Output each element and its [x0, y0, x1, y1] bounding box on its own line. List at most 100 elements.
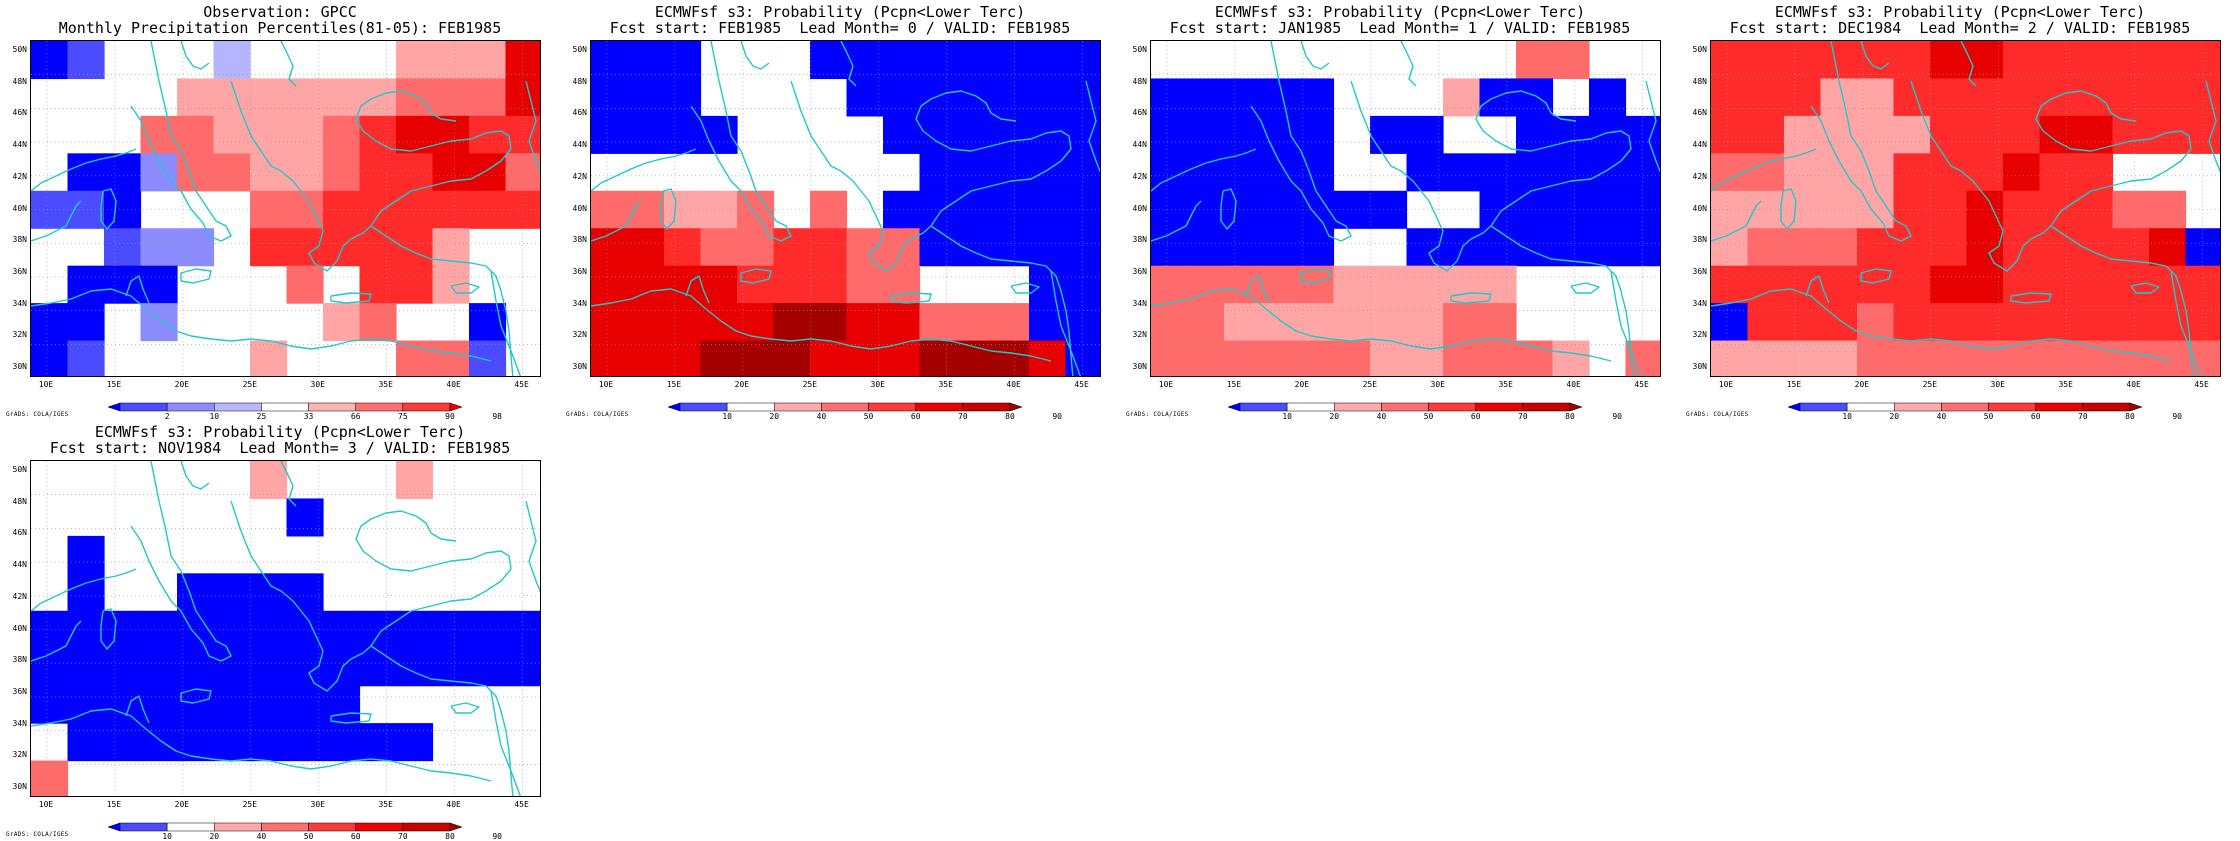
- colorbar-swatch: [962, 402, 1011, 412]
- grid-cell: [956, 340, 994, 376]
- lat-tick-label: 30N: [572, 362, 587, 371]
- grid-cell: [1187, 115, 1225, 154]
- lat-tick-label: 36N: [1692, 266, 1707, 276]
- grid-cell: [773, 303, 811, 342]
- grid-cell: [1224, 228, 1262, 267]
- coastline: [840, 41, 857, 87]
- coastline: [280, 41, 297, 87]
- grid-cell: [2149, 340, 2187, 376]
- grid-cell: [2076, 115, 2114, 154]
- coastline: [660, 188, 677, 230]
- grid-cell: [2076, 78, 2114, 117]
- coastline: [1050, 270, 1082, 376]
- grid-cell: [1784, 153, 1822, 192]
- grid-cell: [213, 573, 251, 612]
- lon-tick-label: 45E: [1074, 380, 1089, 389]
- grid-cell: [250, 685, 288, 724]
- colorbar-swatch: [402, 402, 451, 412]
- grid-cell: [2185, 78, 2220, 117]
- colorbar-label: 70: [958, 412, 968, 421]
- lon-tick-label: 15E: [1226, 380, 1242, 389]
- grid-cell: [773, 340, 811, 376]
- lat-tick-label: 46N: [12, 528, 27, 538]
- lon-tick-label: 35E: [2058, 380, 2073, 389]
- grid-cell: [810, 265, 848, 304]
- grid-cell: [396, 78, 434, 117]
- grid-cell: [1784, 228, 1822, 267]
- grid-cell: [919, 340, 957, 376]
- grid-cell: [323, 115, 361, 154]
- colorbar-swatch: [1846, 402, 1895, 412]
- coastline: [1780, 188, 1797, 230]
- lat-tick-label: 30N: [12, 782, 27, 791]
- colorbar-swatch: [1894, 402, 1942, 412]
- lat-tick-label: 34N: [572, 298, 587, 308]
- grid-cell: [591, 265, 629, 304]
- colorbar-svg: [1227, 402, 1583, 412]
- lon-tick-label: 20E: [1854, 380, 1870, 389]
- lat-tick-label: 42N: [1132, 171, 1147, 181]
- colorbar-label: 90: [492, 832, 502, 841]
- grid-cell: [846, 41, 884, 80]
- coastline: [1805, 275, 1830, 304]
- grid-cell: [1747, 228, 1785, 267]
- grid-cell: [396, 461, 434, 500]
- grid-cell: [323, 153, 361, 192]
- grid-cell: [505, 41, 540, 80]
- grid-cell: [250, 153, 288, 192]
- grid-cell: [1065, 41, 1100, 80]
- grid-cell: [1966, 265, 2004, 304]
- grid-cell: [1029, 265, 1067, 304]
- grid-cell: [1930, 265, 1968, 304]
- grid-cell: [992, 303, 1030, 342]
- lat-tick-label: 50N: [12, 45, 27, 54]
- grid-cell: [1893, 41, 1931, 80]
- panel-title-line2: Fcst start: DEC1984 Lead Month= 2 / VALI…: [1729, 19, 2191, 37]
- grid-cell: [664, 190, 702, 229]
- lon-tick-label: 25E: [242, 380, 258, 389]
- coastline: [591, 148, 697, 192]
- panel-title-line2: Fcst start: JAN1985 Lead Month= 1 / VALI…: [1169, 19, 1631, 37]
- grid-cell: [1711, 190, 1749, 229]
- grid-cell: [286, 265, 324, 304]
- colorbar-label: 10: [1282, 412, 1292, 421]
- lon-tick-label: 40E: [1006, 380, 1021, 389]
- colorbar-label: 60: [1470, 412, 1481, 421]
- grid-cell: [664, 78, 702, 117]
- colorbar-label: 2: [164, 412, 170, 421]
- grid-cell: [1065, 78, 1100, 117]
- colorbar-label: 90: [1612, 412, 1622, 421]
- grid-cell: [31, 41, 69, 80]
- lat-tick-label: 32N: [1132, 330, 1147, 340]
- panel-title-line1: ECMWFsf s3: Probability (Pcpn<Lower Terc…: [1774, 3, 2146, 21]
- grid-cell: [627, 340, 665, 376]
- lon-tick-label: 40E: [446, 380, 461, 389]
- lat-tick-label: 32N: [1692, 330, 1707, 340]
- grid-cell: [1370, 265, 1408, 304]
- grid-cell: [1552, 153, 1590, 192]
- coastline: [230, 80, 317, 217]
- lat-tick-label: 48N: [1132, 76, 1147, 86]
- grid-cell: [1784, 265, 1822, 304]
- colorbar-swatch: [1799, 402, 1848, 412]
- grid-cell: [323, 228, 361, 267]
- lon-tick-label: 45E: [1634, 380, 1649, 389]
- grid-cell: [1552, 41, 1590, 80]
- colorbar-label: 33: [303, 412, 314, 421]
- grid-cell: [1820, 265, 1858, 304]
- lon-tick-label: 15E: [666, 380, 682, 389]
- grid-cell: [773, 228, 811, 267]
- grid-cell: [591, 340, 629, 376]
- panel-title-line1: Observation: GPCC: [203, 3, 357, 21]
- grid-cell: [956, 41, 994, 80]
- grid-cell: [213, 115, 251, 154]
- grid-cell: [140, 685, 178, 724]
- coastline: [1860, 41, 1890, 70]
- grid-cell: [700, 265, 738, 304]
- lat-tick-label: 48N: [1692, 76, 1707, 86]
- colorbar-swatch: [119, 402, 168, 412]
- grid-cell: [1552, 340, 1590, 376]
- grid-cell: [359, 115, 397, 154]
- grid-cell: [1297, 340, 1335, 376]
- lat-tick-label: 40N: [12, 203, 27, 213]
